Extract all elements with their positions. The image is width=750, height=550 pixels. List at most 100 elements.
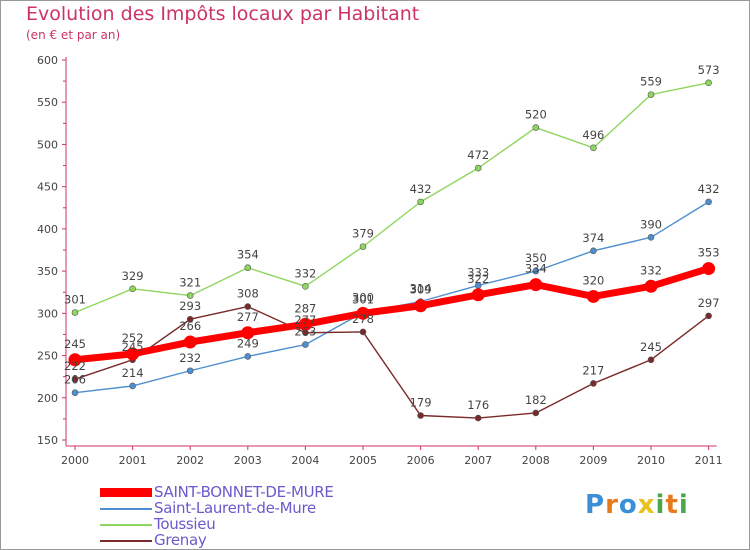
series-line — [74, 82, 710, 314]
x-tick-label: 2006 — [407, 454, 435, 467]
series-line — [71, 265, 713, 364]
data-point — [474, 164, 482, 172]
legend-swatch — [100, 508, 152, 510]
data-label: 432 — [698, 182, 720, 196]
data-label: 321 — [179, 276, 201, 290]
logo-letter: P — [585, 490, 606, 520]
x-tick-label: 2001 — [119, 454, 147, 467]
x-tick-label: 2007 — [464, 454, 492, 467]
data-label: 329 — [122, 269, 144, 283]
data-label: 287 — [294, 301, 316, 315]
data-point — [244, 264, 252, 272]
legend-label: Saint-Laurent-de-Mure — [154, 499, 316, 517]
data-label: 232 — [179, 351, 201, 365]
data-point — [417, 412, 424, 419]
data-point — [471, 288, 485, 302]
data-label: 573 — [698, 63, 720, 77]
data-point — [414, 299, 428, 313]
series-line — [74, 201, 710, 394]
data-label: 350 — [525, 251, 547, 265]
data-label: 496 — [582, 128, 604, 142]
data-label: 297 — [698, 296, 720, 310]
data-label: 379 — [352, 227, 374, 241]
y-tick-label: 400 — [37, 223, 58, 236]
data-label: 472 — [467, 148, 489, 162]
data-label: 308 — [237, 287, 259, 301]
data-point — [590, 380, 597, 387]
data-label: 301 — [64, 292, 86, 306]
data-point — [647, 356, 655, 364]
data-point — [302, 341, 309, 348]
data-point — [71, 375, 79, 383]
data-label: 245 — [122, 340, 144, 354]
data-point — [241, 326, 255, 340]
chart-title: Evolution des Impôts locaux par Habitant — [26, 3, 420, 25]
data-label: 520 — [525, 108, 547, 122]
y-tick-label: 150 — [37, 434, 58, 447]
data-label: 179 — [410, 396, 432, 410]
data-point — [359, 243, 367, 250]
x-tick-label: 2004 — [291, 454, 319, 467]
logo-letter: r — [605, 490, 619, 520]
legend-swatch — [100, 524, 152, 526]
data-label: 252 — [122, 331, 144, 345]
data-point — [68, 353, 82, 367]
x-tick-label: 2010 — [637, 454, 665, 467]
data-point — [244, 303, 252, 310]
data-point — [356, 306, 370, 320]
data-label: 266 — [179, 319, 201, 333]
data-point — [705, 312, 712, 320]
data-label: 374 — [582, 231, 604, 245]
x-tick-label: 2008 — [522, 454, 550, 467]
data-point — [302, 283, 309, 290]
data-label: 300 — [352, 290, 374, 304]
x-tick-label: 2009 — [579, 454, 607, 467]
data-point — [702, 262, 716, 276]
data-label: 222 — [64, 359, 86, 373]
data-label: 249 — [237, 336, 259, 350]
y-tick-label: 500 — [37, 138, 58, 151]
data-label: 182 — [525, 393, 547, 407]
data-point — [126, 347, 140, 361]
data-point — [129, 382, 136, 390]
data-point — [647, 91, 655, 98]
y-tick-label: 600 — [37, 54, 58, 67]
data-label: 559 — [640, 75, 662, 89]
data-label: 332 — [640, 263, 662, 277]
data-label: 334 — [525, 262, 547, 276]
legend-label: SAINT-BONNET-DE-MURE — [154, 483, 334, 501]
y-tick-label: 450 — [37, 181, 58, 194]
data-point — [129, 285, 136, 293]
data-label: 277 — [237, 310, 259, 324]
data-label: 309 — [410, 283, 432, 297]
legend-label: Toussieu — [154, 515, 216, 533]
logo-letter: i — [655, 490, 666, 520]
data-label: 333 — [467, 265, 489, 279]
data-point — [474, 414, 482, 422]
data-label: 322 — [467, 272, 489, 286]
data-label: 301 — [352, 292, 374, 306]
data-point — [529, 278, 543, 292]
legend-label: Grenay — [154, 531, 207, 549]
data-label: 245 — [64, 337, 86, 351]
x-tick-label: 2002 — [176, 454, 204, 467]
y-tick-label: 550 — [37, 96, 58, 109]
data-label: 332 — [294, 266, 316, 280]
series-line — [74, 305, 710, 419]
data-label: 245 — [640, 340, 662, 354]
legend-swatch — [100, 488, 152, 497]
data-point — [705, 198, 712, 206]
legend-swatch — [100, 540, 152, 542]
data-label: 278 — [352, 312, 374, 326]
logo-letter: t — [665, 490, 679, 520]
data-point — [183, 335, 197, 349]
data-label: 390 — [640, 217, 662, 231]
data-point — [244, 353, 252, 360]
data-label: 277 — [294, 313, 316, 327]
x-tick-label: 2011 — [695, 454, 723, 467]
data-label: 354 — [237, 248, 259, 262]
data-point — [532, 124, 540, 131]
y-tick-label: 300 — [37, 307, 58, 320]
